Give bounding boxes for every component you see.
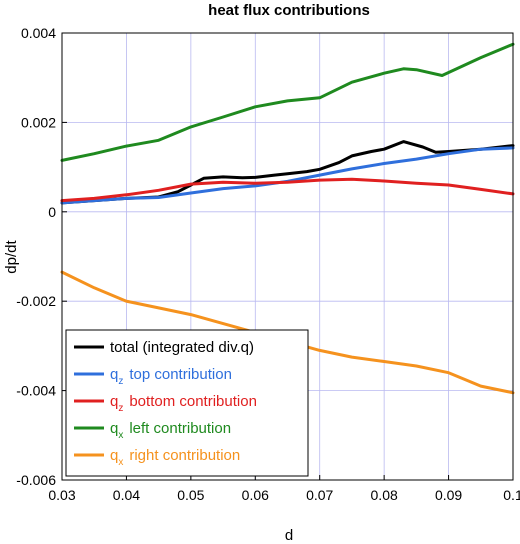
y-tick-label: 0: [48, 204, 56, 220]
legend-subscript: z: [118, 403, 123, 414]
series-line-0: [60, 140, 515, 205]
legend-prefix: q: [110, 366, 118, 383]
series-line-3: [60, 42, 515, 162]
x-tick-label: 0.06: [242, 487, 269, 503]
legend-prefix: q: [110, 420, 118, 437]
y-tick-label: -0.004: [16, 383, 56, 399]
legend-subscript: x: [118, 430, 123, 441]
plot-frame: [61, 32, 514, 481]
x-axis-label: d: [285, 527, 293, 544]
legend-subscript: x: [118, 457, 123, 468]
legend-label-1: qz top contribution: [110, 366, 232, 387]
x-tick-label: 0.1: [503, 487, 520, 503]
series-line-2: [60, 177, 515, 203]
legend-name: left contribution: [129, 420, 231, 437]
y-tick-label: -0.006: [16, 472, 56, 488]
y-tick-label: 0.002: [21, 114, 56, 130]
x-tick-label: 0.08: [371, 487, 398, 503]
x-tick-label: 0.03: [48, 487, 75, 503]
legend-label-3: qx left contribution: [110, 420, 231, 441]
series-lines: [60, 42, 515, 395]
x-tick-label: 0.04: [113, 487, 140, 503]
y-axis-label: dp/dt: [3, 239, 20, 273]
legend-label-0: total (integrated div.q): [110, 339, 254, 356]
legend-prefix: q: [110, 447, 118, 464]
legend-label-2: qz bottom contribution: [110, 393, 257, 414]
x-tick-label: 0.05: [177, 487, 204, 503]
y-tick-label: -0.002: [16, 293, 56, 309]
x-tick-label: 0.07: [306, 487, 333, 503]
legend-box: [65, 329, 309, 477]
legend-subscript: z: [118, 376, 123, 387]
y-tick-label: 0.004: [21, 25, 56, 41]
legend-name: top contribution: [129, 366, 232, 383]
legend-label-4: qx right contribution: [110, 447, 240, 468]
legend-name: bottom contribution: [129, 393, 257, 410]
legend: total (integrated div.q)qz top contributi…: [65, 329, 309, 477]
chart-title: heat flux contributions: [208, 2, 370, 19]
axis-ticks: 0.03 0.04 0.05 0.06 0.07 0.08 0.09 0.1 -0.006 -0.…: [16, 25, 520, 503]
legend-name: right contribution: [129, 447, 240, 464]
x-tick-label: 0.09: [435, 487, 462, 503]
legend-prefix: q: [110, 393, 118, 410]
